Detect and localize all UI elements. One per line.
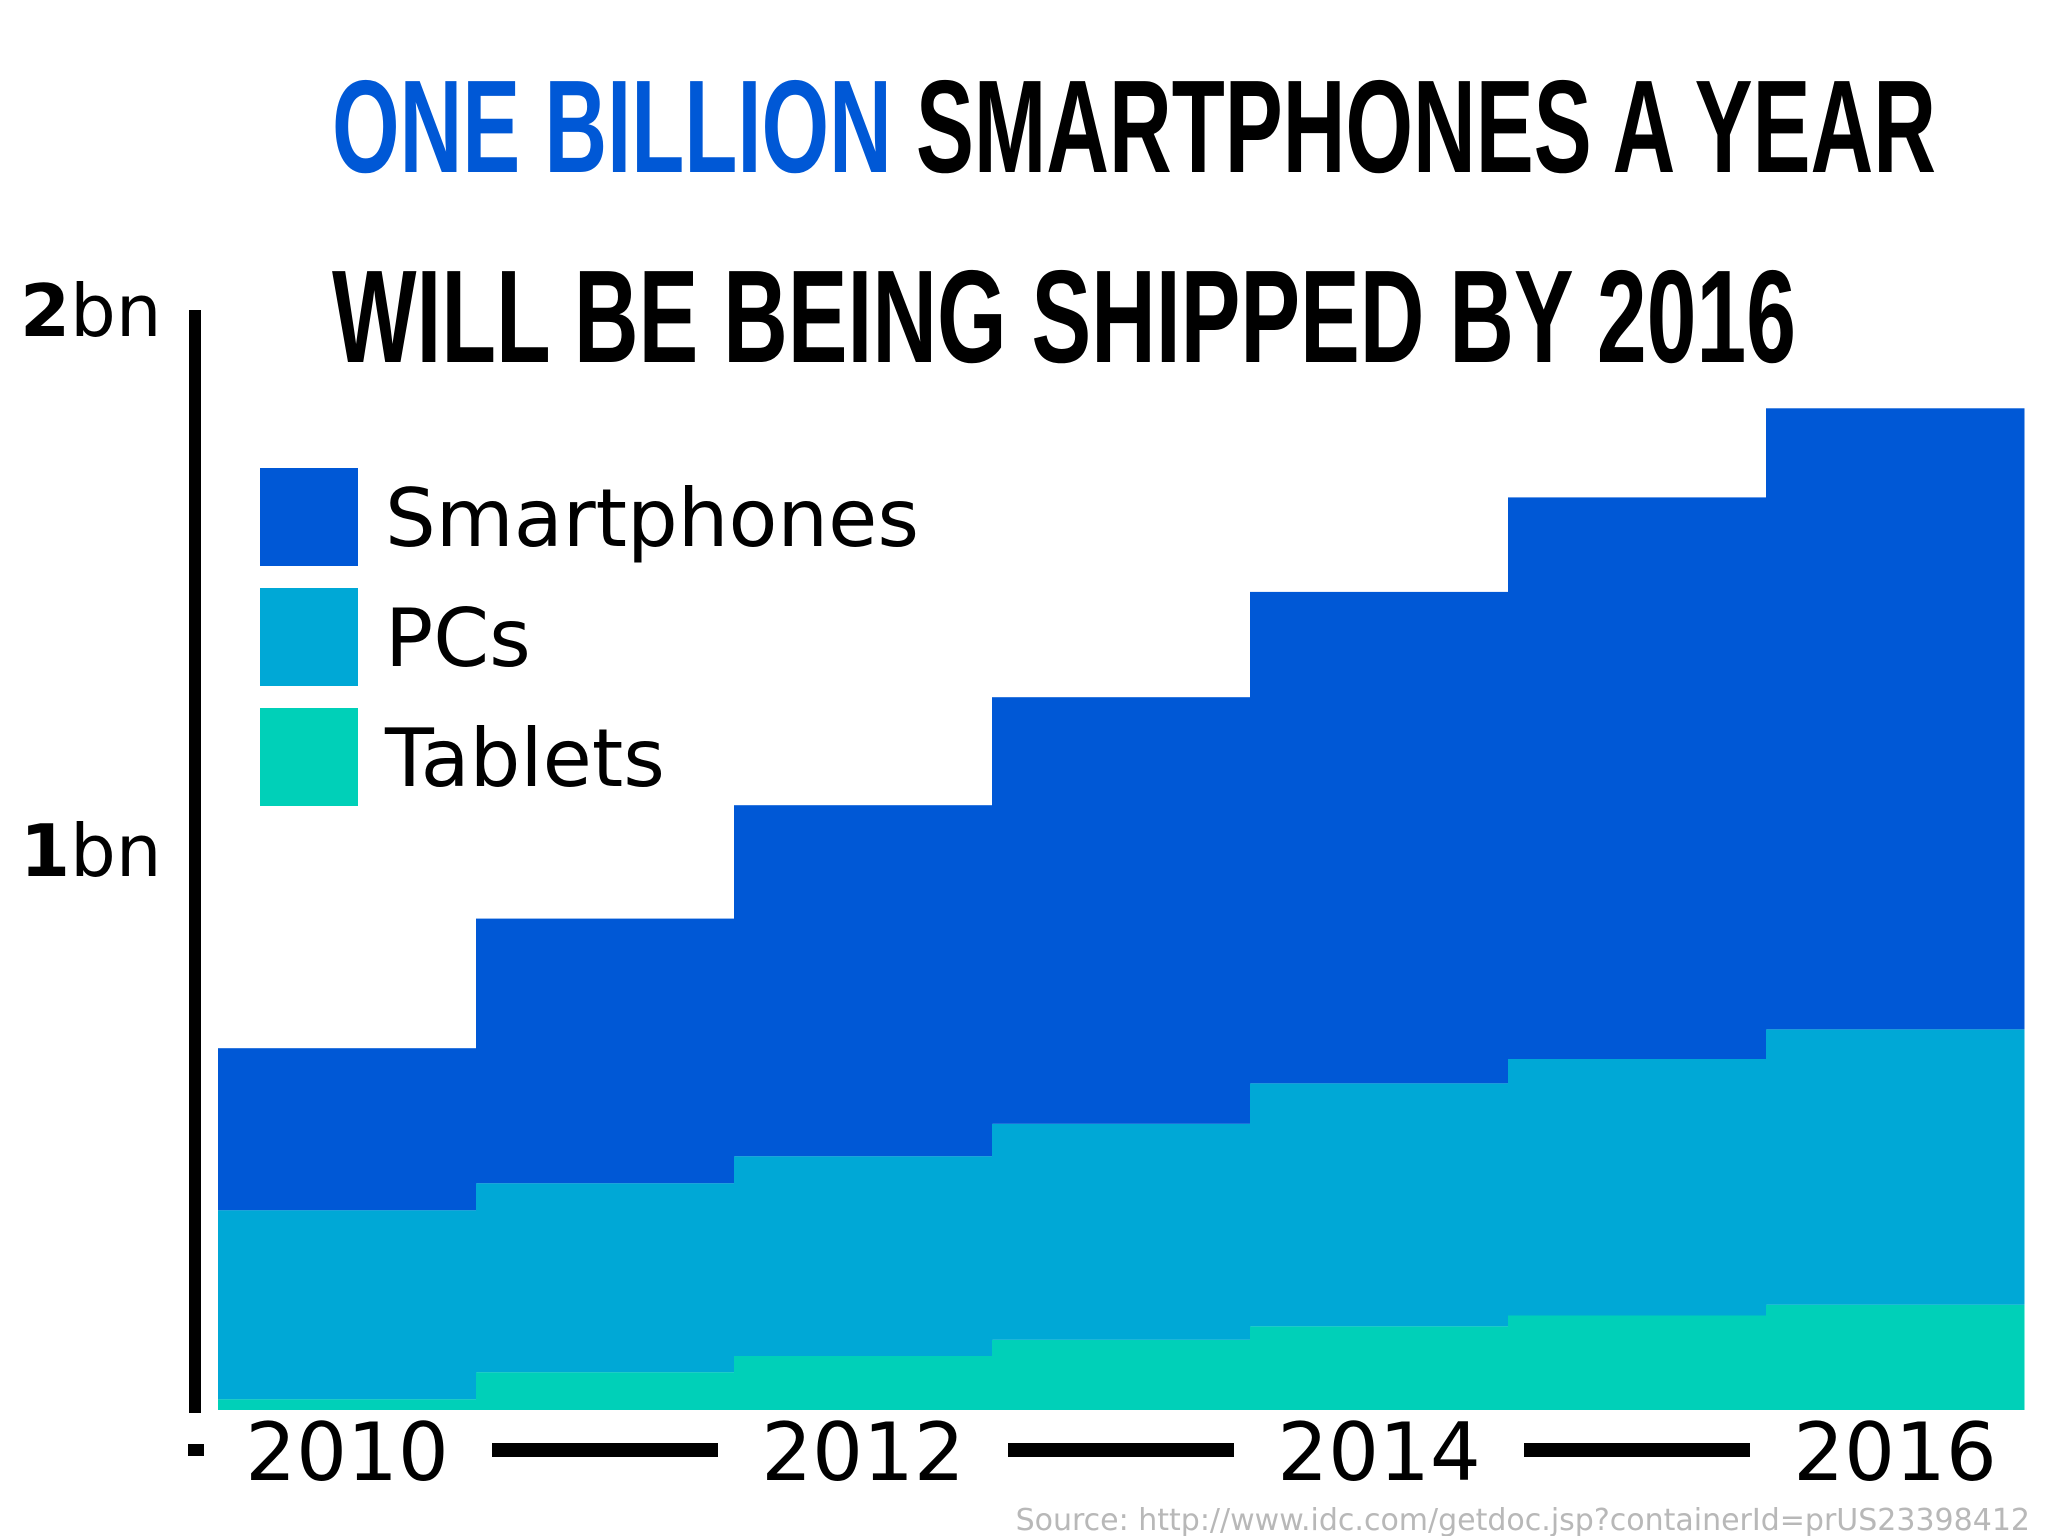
title-highlight: ONE BILLION bbox=[332, 53, 892, 200]
x-tick-label-2014: 2014 bbox=[1277, 1406, 1481, 1499]
bar-tablets-2010 bbox=[218, 1399, 477, 1410]
bar-pcs-2011 bbox=[476, 1183, 735, 1373]
bar-tablets-2012 bbox=[734, 1356, 993, 1410]
legend-swatch-tablets bbox=[260, 708, 358, 806]
x-axis: 2010 2012 2014 2016 bbox=[188, 1406, 1997, 1499]
bar-smartphones-2013 bbox=[992, 697, 1251, 1124]
source-text: Source: http://www.idc.com/getdoc.jsp?co… bbox=[1016, 1503, 2030, 1536]
title-rest: SMARTPHONES A YEAR bbox=[916, 53, 1936, 200]
legend: Smartphones PCs Tablets bbox=[260, 468, 919, 806]
bar-smartphones-2014 bbox=[1250, 591, 1509, 1084]
x-tick-label-2010: 2010 bbox=[245, 1406, 449, 1499]
y-tick-label-1: 1bn bbox=[20, 809, 161, 893]
bar-tablets-2014 bbox=[1250, 1326, 1509, 1410]
y-tick-label-2: 2bn bbox=[20, 269, 161, 353]
bar-tablets-2011 bbox=[476, 1372, 735, 1410]
bar-smartphones-2011 bbox=[476, 918, 735, 1184]
y-tick-labels: 2bn 1bn bbox=[20, 269, 161, 893]
chart-title-line1: ONE BILLION SMARTPHONES A YEAR bbox=[332, 53, 1936, 200]
bar-smartphones-2015 bbox=[1508, 497, 1767, 1059]
bar-pcs-2015 bbox=[1508, 1059, 1767, 1316]
bar-tablets-2016 bbox=[1766, 1304, 2025, 1410]
bar-smartphones-2010 bbox=[218, 1048, 477, 1211]
legend-swatch-pcs bbox=[260, 588, 358, 686]
bar-pcs-2016 bbox=[1766, 1029, 2025, 1305]
legend-label-pcs: PCs bbox=[385, 592, 531, 685]
legend-label-smartphones: Smartphones bbox=[385, 472, 919, 565]
bar-smartphones-2016 bbox=[1766, 408, 2025, 1030]
bar-pcs-2012 bbox=[734, 1156, 993, 1356]
bars-layer bbox=[218, 408, 2025, 1410]
x-tick-label-2012: 2012 bbox=[761, 1406, 965, 1499]
bar-pcs-2014 bbox=[1250, 1083, 1509, 1327]
bar-pcs-2010 bbox=[218, 1210, 477, 1400]
legend-swatch-smartphones bbox=[260, 468, 358, 566]
legend-label-tablets: Tablets bbox=[384, 712, 665, 805]
bar-tablets-2013 bbox=[992, 1339, 1251, 1410]
bar-smartphones-2012 bbox=[734, 805, 993, 1157]
bar-pcs-2013 bbox=[992, 1123, 1251, 1340]
x-tick-label-2016: 2016 bbox=[1793, 1406, 1997, 1499]
bar-tablets-2015 bbox=[1508, 1315, 1767, 1410]
chart-title-line2: WILL BE BEING SHIPPED BY 2016 bbox=[332, 243, 1796, 390]
